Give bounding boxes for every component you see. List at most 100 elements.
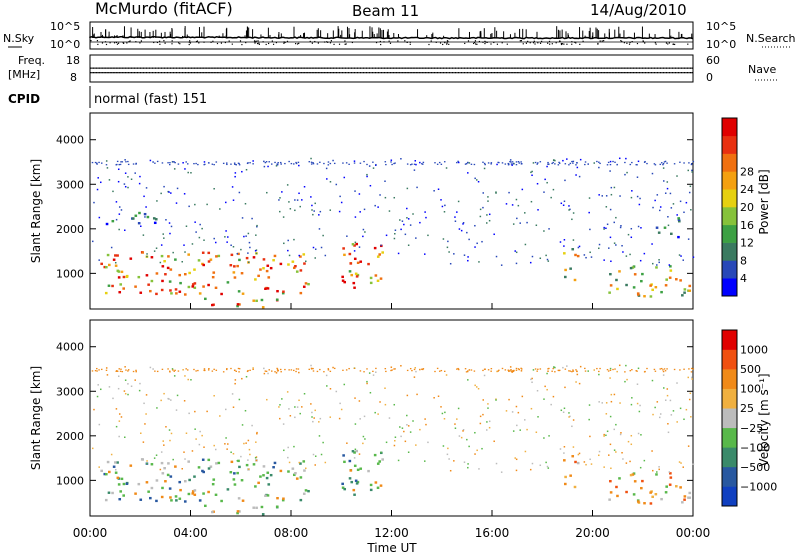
power-sparse-cell xyxy=(310,157,312,160)
velocity-sparse-cell xyxy=(662,374,665,376)
velocity-sparse-cell xyxy=(659,413,662,415)
velocity-sparse-cell xyxy=(605,402,608,404)
power-cell xyxy=(657,231,661,234)
velocity-sparse-cell xyxy=(643,459,646,462)
power-sparse-cell xyxy=(203,161,206,163)
velocity-cell xyxy=(183,500,187,503)
freq-point xyxy=(498,67,500,69)
power-sparse-cell xyxy=(187,171,189,174)
power-sparse-cell xyxy=(621,244,623,247)
velocity-sparse-cell xyxy=(488,426,491,429)
power-sparse-cell xyxy=(213,237,215,240)
power-band-cell xyxy=(548,163,550,165)
nave-point xyxy=(178,72,181,74)
noise-search-point xyxy=(541,40,543,43)
velocity-band-cell xyxy=(125,369,127,371)
velocity-band-cell xyxy=(436,367,439,370)
noise-search-point xyxy=(537,42,539,44)
power-sparse-cell xyxy=(610,193,613,196)
freq-point xyxy=(171,67,173,69)
noise-search-point xyxy=(171,40,173,42)
power-sparse-cell xyxy=(639,197,641,200)
power-colorbar-tick: 24 xyxy=(740,183,754,196)
nave-point xyxy=(269,72,271,74)
velocity-sparse-cell xyxy=(182,369,184,371)
power-sparse-cell xyxy=(415,163,417,166)
velocity-band-cell xyxy=(168,370,171,372)
nave-point xyxy=(343,72,345,74)
nave-point xyxy=(260,72,262,74)
freq-point xyxy=(665,67,668,69)
velocity-sparse-cell xyxy=(160,399,162,402)
freq-point xyxy=(629,67,631,69)
freq-point xyxy=(97,67,99,69)
power-sparse-cell xyxy=(245,235,247,237)
velocity-sparse-cell xyxy=(495,399,497,401)
nave-point xyxy=(484,72,487,74)
freq-point xyxy=(460,67,463,69)
nave-point xyxy=(90,72,92,74)
velocity-cell xyxy=(191,492,195,495)
velocity-sparse-cell xyxy=(512,430,515,432)
nave-point xyxy=(359,72,362,74)
freq-point xyxy=(254,67,256,69)
power-cell xyxy=(137,222,141,225)
power-cell xyxy=(640,279,643,283)
noise-search-point xyxy=(397,40,399,42)
power-cell xyxy=(343,280,347,284)
power-cell xyxy=(266,287,270,290)
power-sparse-cell xyxy=(282,216,285,218)
power-sparse-cell xyxy=(531,170,533,173)
velocity-sparse-cell xyxy=(482,413,484,416)
nave-point xyxy=(275,72,277,74)
nave-point xyxy=(151,72,154,74)
power-sparse-cell xyxy=(184,168,186,170)
power-sparse-cell xyxy=(385,234,388,237)
nave-point xyxy=(450,72,452,74)
noise-search-point xyxy=(628,43,631,45)
x-tick-label: 20:00 xyxy=(575,526,610,540)
nave-point xyxy=(328,72,330,74)
nave-point xyxy=(118,72,120,74)
nave-point xyxy=(228,72,230,74)
nave-point xyxy=(341,72,344,74)
freq-point xyxy=(142,67,145,69)
nave-point xyxy=(617,72,619,74)
nave-point xyxy=(659,72,662,74)
velocity-cell xyxy=(226,488,230,491)
nave-point xyxy=(279,72,282,74)
power-cell xyxy=(349,262,353,265)
nave-point xyxy=(323,72,325,74)
noise-search-point xyxy=(216,42,219,45)
freq-point xyxy=(545,67,547,69)
power-sparse-cell xyxy=(227,236,229,238)
freq-point xyxy=(362,67,365,69)
velocity-sparse-cell xyxy=(310,364,312,367)
noise-search-point xyxy=(446,43,448,45)
nave-point xyxy=(631,72,633,74)
power-sparse-cell xyxy=(249,246,251,249)
freq-point xyxy=(677,67,680,69)
velocity-band-cell xyxy=(498,369,500,371)
power-sparse-cell xyxy=(400,228,402,231)
nave-point xyxy=(243,72,246,74)
power-sparse-cell xyxy=(404,233,407,236)
freq-point xyxy=(641,67,644,69)
velocity-cell xyxy=(373,453,377,457)
power-band-cell xyxy=(186,163,189,165)
velocity-sparse-cell xyxy=(630,403,633,406)
velocity-sparse-cell xyxy=(544,385,546,388)
power-sparse-cell xyxy=(427,234,429,237)
velocity-sparse-cell xyxy=(187,378,189,381)
power-sparse-cell xyxy=(296,199,299,201)
velocity-cell xyxy=(618,477,621,480)
noise-search-point xyxy=(188,43,190,46)
power-band-cell xyxy=(663,161,666,163)
velocity-cell xyxy=(574,460,577,464)
nave-point xyxy=(163,72,166,74)
power-cell xyxy=(116,269,120,273)
nave-point xyxy=(427,72,429,74)
velocity-sparse-cell xyxy=(127,383,129,385)
power-sparse-cell xyxy=(576,166,579,169)
power-band-cell xyxy=(215,161,218,163)
